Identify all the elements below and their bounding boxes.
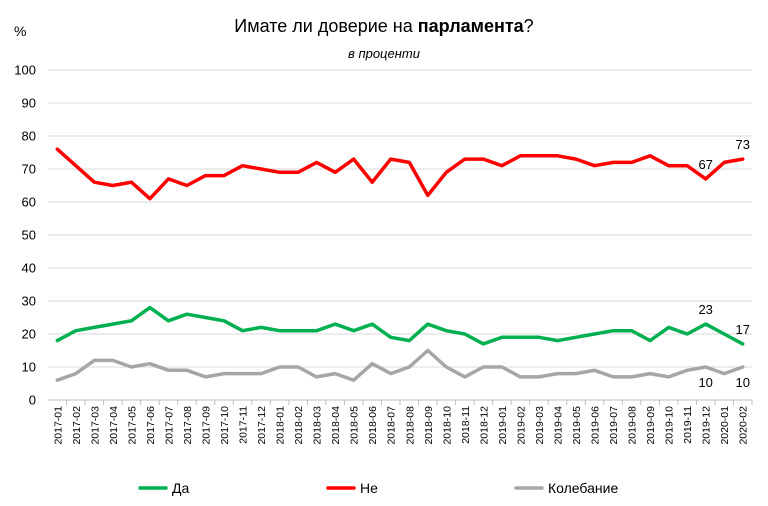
x-tick-label: 2017-08 — [182, 406, 194, 445]
chart-title-part: парламента — [418, 16, 525, 36]
gridlines — [48, 69, 752, 401]
x-tick-label: 2019-03 — [534, 406, 546, 445]
x-tick-label: 2018-04 — [330, 406, 342, 445]
y-tick-label: 90 — [22, 96, 36, 111]
x-tick-label: 2017-09 — [200, 406, 212, 445]
y-tick-label: 60 — [22, 195, 36, 210]
chart-title-group: Имате ли доверие на парламента? — [234, 16, 533, 36]
x-tick-label: 2018-11 — [460, 406, 472, 444]
x-axis-ticks: 2017-01 2017-02 2017-03 2017-04 2017-05 2017-… — [52, 400, 753, 445]
x-tick-label: 2019-11 — [682, 406, 694, 444]
x-tick-label: 2019-05 — [571, 406, 583, 445]
x-tick-label: 2017-03 — [89, 406, 101, 445]
x-tick-label: 2019-07 — [608, 406, 620, 445]
x-tick-label: 2017-10 — [219, 406, 231, 445]
x-tick-label: 2019-10 — [664, 406, 676, 445]
x-tick-label: 2018-09 — [423, 406, 435, 445]
y-axis-ticks: 0 10 20 30 40 50 60 70 80 90 100 — [14, 63, 36, 408]
legend: Да Не Колебание — [138, 480, 618, 496]
data-label: 23 — [698, 302, 712, 317]
x-tick-label: 2019-02 — [515, 406, 527, 445]
y-tick-label: 50 — [22, 228, 36, 243]
x-tick-label: 2018-10 — [441, 406, 453, 445]
series-line-Да — [55, 305, 745, 346]
data-label: 10 — [698, 375, 712, 390]
x-tick-label: 2018-06 — [367, 406, 379, 445]
y-tick-label: 70 — [22, 162, 36, 177]
series-line-Колебание — [55, 348, 745, 382]
chart-title-part: ? — [524, 16, 534, 36]
chart-title-part: Имате ли доверие на — [234, 16, 417, 36]
series-lines — [55, 147, 745, 382]
x-tick-label: 2019-06 — [590, 406, 602, 445]
x-tick-label: 2017-05 — [126, 406, 138, 445]
chart-title: Имате ли доверие на парламента? — [234, 16, 533, 36]
x-tick-label: 2017-12 — [256, 406, 268, 445]
x-tick-label: 2019-04 — [552, 406, 564, 445]
y-tick-label: 30 — [22, 294, 36, 309]
data-label: 17 — [736, 322, 750, 337]
chart-subtitle: в проценти — [348, 46, 420, 61]
x-tick-label: 2018-03 — [312, 406, 324, 445]
y-axis-unit-label: % — [14, 23, 26, 39]
x-tick-label: 2017-11 — [238, 406, 250, 444]
y-tick-label: 100 — [14, 63, 36, 78]
x-tick-label: 2018-01 — [275, 406, 287, 445]
x-tick-label: 2018-07 — [386, 406, 398, 445]
x-tick-label: 2018-12 — [478, 406, 490, 445]
x-tick-label: 2017-02 — [71, 406, 83, 445]
x-tick-label: 2020-02 — [738, 406, 750, 445]
legend-label: Колебание — [548, 480, 618, 496]
x-tick-label: 2018-05 — [349, 406, 361, 445]
data-labels: 23 17 67 73 10 10 — [698, 137, 750, 390]
legend-label: Не — [360, 480, 378, 496]
x-tick-label: 2019-12 — [701, 406, 713, 445]
x-tick-label: 2019-09 — [645, 406, 657, 445]
legend-label: Да — [172, 480, 189, 496]
data-label: 10 — [736, 375, 750, 390]
x-tick-label: 2017-04 — [108, 406, 120, 445]
y-tick-label: 0 — [29, 393, 36, 408]
x-tick-label: 2019-01 — [497, 406, 509, 445]
data-label: 73 — [736, 137, 750, 152]
x-tick-label: 2018-08 — [404, 406, 416, 445]
series-line-Не — [55, 147, 745, 201]
y-tick-label: 10 — [22, 360, 36, 375]
x-tick-label: 2019-08 — [627, 406, 639, 445]
x-tick-label: 2017-06 — [145, 406, 157, 445]
y-tick-label: 80 — [22, 129, 36, 144]
x-tick-label: 2018-02 — [293, 406, 305, 445]
x-tick-label: 2020-01 — [719, 406, 731, 445]
data-label: 67 — [698, 157, 712, 172]
y-tick-label: 20 — [22, 327, 36, 342]
x-tick-label: 2017-01 — [52, 406, 64, 445]
y-tick-label: 40 — [22, 261, 36, 276]
x-tick-label: 2017-07 — [163, 406, 175, 445]
